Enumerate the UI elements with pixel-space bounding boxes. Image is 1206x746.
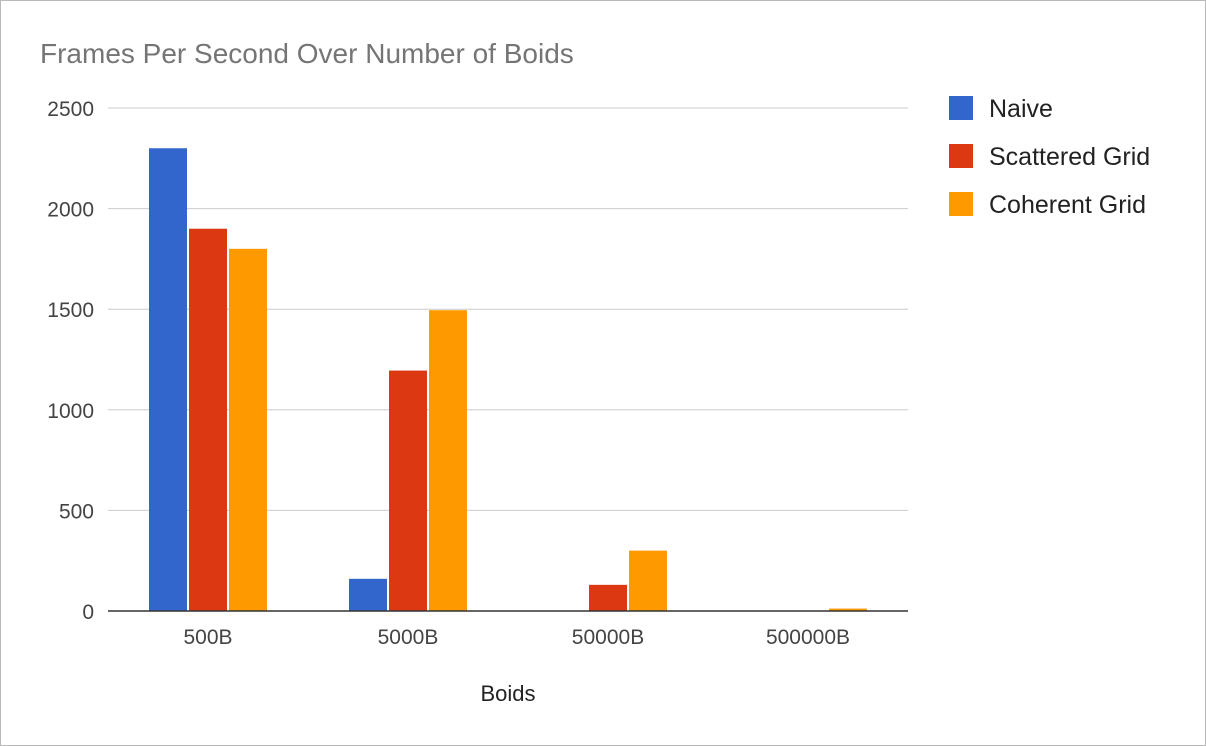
y-axis-ticks: 0 500 1000 1500 2000 2500: [47, 98, 94, 624]
legend-label: Naive: [989, 95, 1053, 123]
x-tick-label: 500000B: [766, 626, 850, 649]
x-tick-label: 5000B: [378, 626, 439, 649]
y-tick-label: 2500: [47, 98, 94, 121]
x-tick-label: 500B: [183, 626, 232, 649]
legend-label: Scattered Grid: [989, 143, 1150, 171]
bar-coherent-grid-50000B: [629, 550, 667, 611]
x-axis-title: Boids: [480, 681, 535, 706]
bar-coherent-grid-500000B: [829, 608, 867, 611]
chart-title: Frames Per Second Over Number of Boids: [40, 38, 574, 69]
bar-coherent-grid-5000B: [429, 310, 467, 611]
bar-naive-5000B: [349, 578, 387, 611]
x-axis-ticks: 500B 5000B 50000B 500000B: [183, 626, 850, 649]
legend-label: Coherent Grid: [989, 191, 1146, 219]
x-tick-label: 50000B: [572, 626, 644, 649]
legend-swatch: [949, 144, 973, 168]
y-tick-label: 1000: [47, 400, 94, 423]
bars: [149, 148, 867, 612]
legend-swatch: [949, 96, 973, 120]
gridlines: [108, 107, 908, 511]
bar-scattered-grid-500B: [189, 228, 227, 611]
bar-coherent-grid-500B: [229, 248, 267, 611]
bar-scattered-grid-50000B: [589, 584, 627, 611]
legend-swatch: [949, 192, 973, 216]
bar-naive-500B: [149, 148, 187, 612]
legend: Naive Scattered Grid Coherent Grid: [949, 95, 1150, 219]
y-tick-label: 2000: [47, 199, 94, 222]
y-tick-label: 0: [82, 601, 94, 624]
bar-scattered-grid-5000B: [389, 370, 427, 611]
y-tick-label: 1500: [47, 299, 94, 322]
y-tick-label: 500: [59, 500, 94, 523]
